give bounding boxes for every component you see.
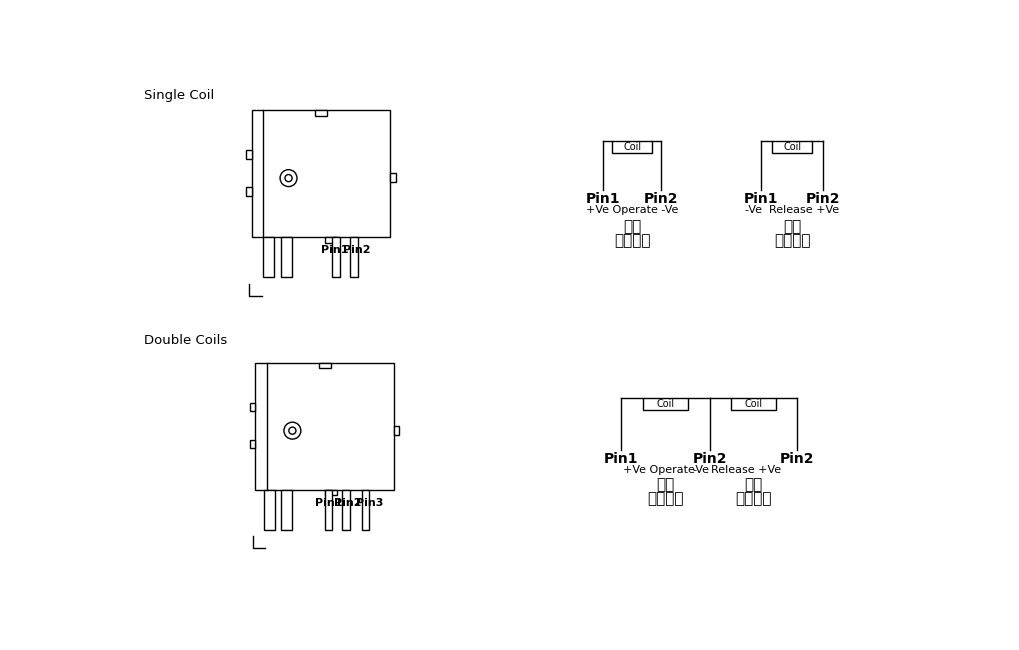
Bar xyxy=(250,403,256,411)
Text: Coil: Coil xyxy=(624,142,641,152)
Bar xyxy=(250,440,256,448)
Bar xyxy=(394,426,399,434)
Bar xyxy=(325,490,332,530)
Bar xyxy=(731,398,775,410)
Text: Pin2: Pin2 xyxy=(693,452,727,466)
Text: （断开）: （断开） xyxy=(773,233,810,248)
Text: Pin2: Pin2 xyxy=(780,452,814,466)
Bar xyxy=(390,174,395,182)
Text: Pin1: Pin1 xyxy=(744,192,779,206)
Text: 复归: 复归 xyxy=(783,219,801,234)
Text: （闭合）: （闭合） xyxy=(647,491,684,506)
Text: Pin1: Pin1 xyxy=(604,452,639,466)
Text: 复归: 复归 xyxy=(744,478,762,493)
Bar xyxy=(315,111,327,116)
Text: Pin2: Pin2 xyxy=(806,192,841,206)
Bar xyxy=(252,111,390,237)
Text: -Ve  Release +Ve: -Ve Release +Ve xyxy=(745,205,840,215)
Bar xyxy=(281,237,291,278)
Text: +Ve Operate: +Ve Operate xyxy=(623,465,695,475)
Text: Pin1: Pin1 xyxy=(586,192,621,206)
Bar xyxy=(332,237,340,278)
Text: 吸合: 吸合 xyxy=(624,219,642,234)
Text: Pin1: Pin1 xyxy=(315,498,342,508)
Text: Pin2: Pin2 xyxy=(334,498,362,508)
Bar xyxy=(256,363,394,490)
Text: 吸合: 吸合 xyxy=(656,478,675,493)
Bar xyxy=(281,490,291,530)
Text: Pin1: Pin1 xyxy=(321,245,348,255)
Text: Pin2: Pin2 xyxy=(343,245,371,255)
Bar xyxy=(325,237,337,243)
Text: Coil: Coil xyxy=(656,398,675,409)
Bar xyxy=(247,150,252,159)
Text: Single Coil: Single Coil xyxy=(144,89,214,102)
Text: Pin2: Pin2 xyxy=(644,192,679,206)
Bar xyxy=(612,141,652,153)
Bar xyxy=(772,141,812,153)
Text: -Ve: -Ve xyxy=(692,465,709,475)
Bar xyxy=(643,398,688,410)
Text: （断开）: （断开） xyxy=(735,491,771,506)
Text: Pin3: Pin3 xyxy=(356,498,383,508)
Bar xyxy=(342,490,351,530)
Text: Coil: Coil xyxy=(783,142,801,152)
Bar xyxy=(247,187,252,196)
Bar xyxy=(325,490,337,495)
Text: （闭合）: （闭合） xyxy=(614,233,650,248)
Bar xyxy=(362,490,370,530)
Bar xyxy=(264,490,275,530)
Bar xyxy=(319,363,331,369)
Bar xyxy=(263,237,274,278)
Text: Double Coils: Double Coils xyxy=(144,333,227,346)
Text: Release +Ve: Release +Ve xyxy=(710,465,781,475)
Bar xyxy=(351,237,358,278)
Text: +Ve Operate -Ve: +Ve Operate -Ve xyxy=(586,205,679,215)
Text: Coil: Coil xyxy=(744,398,762,409)
